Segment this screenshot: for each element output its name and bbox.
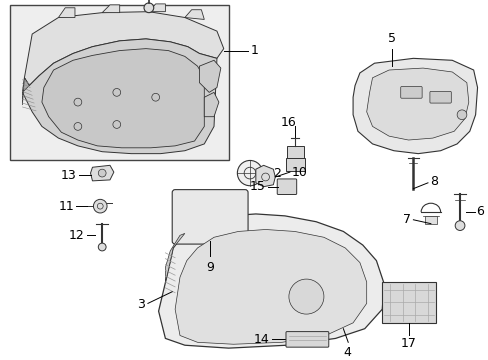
Polygon shape xyxy=(24,12,224,86)
Circle shape xyxy=(454,221,464,230)
Polygon shape xyxy=(184,10,204,19)
Circle shape xyxy=(144,3,153,13)
FancyBboxPatch shape xyxy=(400,86,421,98)
Polygon shape xyxy=(90,165,114,181)
Polygon shape xyxy=(42,49,204,148)
Text: 1: 1 xyxy=(250,44,258,57)
Text: 3: 3 xyxy=(137,298,144,311)
Polygon shape xyxy=(175,229,366,344)
Text: 14: 14 xyxy=(253,333,269,346)
FancyBboxPatch shape xyxy=(277,179,296,194)
Text: 2: 2 xyxy=(273,167,281,180)
Polygon shape xyxy=(199,60,221,93)
Circle shape xyxy=(288,279,323,314)
FancyBboxPatch shape xyxy=(285,332,328,347)
FancyBboxPatch shape xyxy=(382,282,435,323)
Text: 12: 12 xyxy=(69,229,84,242)
Circle shape xyxy=(93,199,107,213)
FancyBboxPatch shape xyxy=(429,91,450,103)
Polygon shape xyxy=(102,5,120,13)
Polygon shape xyxy=(148,4,165,12)
Polygon shape xyxy=(22,39,217,154)
FancyBboxPatch shape xyxy=(424,216,436,224)
Text: 4: 4 xyxy=(343,346,350,359)
FancyBboxPatch shape xyxy=(285,158,305,171)
Polygon shape xyxy=(59,8,75,18)
Text: 15: 15 xyxy=(249,180,265,193)
Text: 6: 6 xyxy=(476,206,484,219)
FancyBboxPatch shape xyxy=(172,190,247,244)
Text: 11: 11 xyxy=(58,200,74,213)
Bar xyxy=(10,5,228,161)
Polygon shape xyxy=(165,233,184,282)
Polygon shape xyxy=(22,78,29,105)
Circle shape xyxy=(98,169,106,177)
Text: 16: 16 xyxy=(281,116,296,129)
FancyBboxPatch shape xyxy=(286,146,304,158)
Text: 13: 13 xyxy=(61,168,77,181)
Circle shape xyxy=(98,243,106,251)
Polygon shape xyxy=(352,58,477,154)
Text: 9: 9 xyxy=(206,261,214,274)
Polygon shape xyxy=(204,93,219,117)
Text: 5: 5 xyxy=(387,32,395,45)
Polygon shape xyxy=(158,214,384,348)
Polygon shape xyxy=(255,165,275,187)
Circle shape xyxy=(237,161,262,186)
Polygon shape xyxy=(366,68,468,140)
Text: 7: 7 xyxy=(403,213,410,226)
Text: 10: 10 xyxy=(291,166,307,179)
Text: 8: 8 xyxy=(429,175,437,188)
Text: 17: 17 xyxy=(400,337,416,350)
Circle shape xyxy=(456,110,466,120)
